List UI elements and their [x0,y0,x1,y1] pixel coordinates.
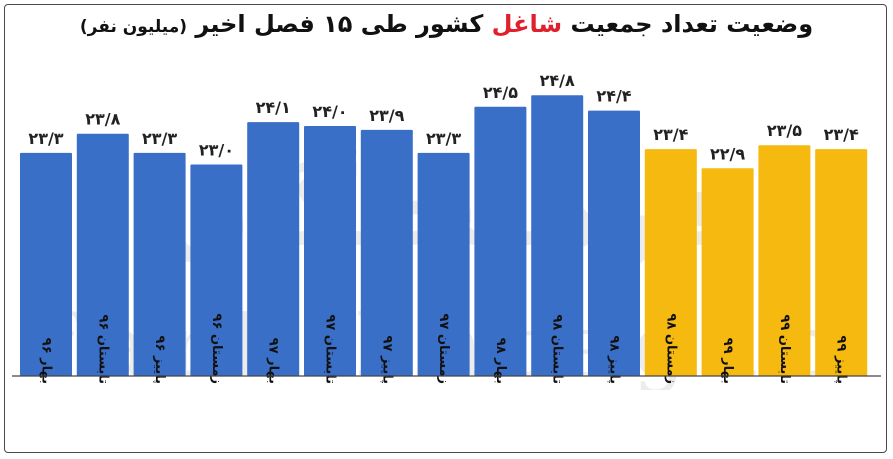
title-unit: (میلیون نفر) [79,17,188,37]
title-part-before: وضعیت تعداد جمعیت [570,10,814,38]
bar-value-label: ۲۴/۰ [312,102,347,121]
title-highlight: شاغل [491,10,563,38]
bar-value-label: ۲۳/۹ [369,106,404,125]
category-label: تابستان ۹۷ [323,314,338,384]
category-label: پاییز ۹۹ [834,336,849,384]
category-label: زمستان ۹۸ [663,314,678,384]
bar-8 [417,152,470,376]
bar-4 [190,164,243,376]
bar-12 [644,149,697,376]
bar-value-label: ۲۲/۹ [710,144,745,163]
bar-value-label: ۲۳/۵ [767,121,802,140]
bar-value-label: ۲۳/۸ [85,110,120,129]
bar-7 [360,129,413,376]
bar-14 [758,145,811,376]
bar-value-label: ۲۴/۸ [540,71,575,90]
category-label: زمستان ۹۶ [209,314,224,384]
bar-2 [76,133,129,376]
category-label: تابستان ۹۹ [777,314,792,384]
category-label: پاییز ۹۸ [607,336,622,384]
category-label: تابستان ۹۸ [550,314,565,384]
category-label: پاییز ۹۷ [379,336,394,384]
bar-value-label: ۲۳/۰ [199,140,234,159]
title-part-after: کشور طی ۱۵ فصل اخیر [195,10,484,38]
category-label: زمستان ۹۷ [436,314,451,384]
bar-value-label: ۲۳/۳ [426,129,461,148]
bar-value-label: ۲۴/۴ [596,87,631,106]
category-label: بهار ۹۷ [266,338,281,384]
category-label: بهار ۹۶ [39,338,54,384]
chart-title: وضعیت تعداد جمعیت شاغل کشور طی ۱۵ فصل اخ… [0,10,893,38]
bar-10 [531,95,584,376]
bar-value-label: ۲۳/۴ [653,125,688,144]
chart-frame [4,4,887,453]
bar-3 [133,152,186,376]
bar-6 [304,126,356,376]
bar-value-label: ۲۳/۴ [824,125,859,144]
category-label: بهار ۹۸ [493,338,508,384]
bar-15 [815,149,868,376]
bar-value-label: ۲۳/۳ [28,129,63,148]
bar-value-label: ۲۴/۱ [256,98,291,117]
bar-13 [701,168,754,376]
category-label: بهار ۹۹ [720,338,735,384]
bar-9 [474,106,527,377]
bar-5 [247,122,300,377]
category-label: تابستان ۹۶ [95,314,110,384]
bar-value-label: ۲۴/۵ [483,83,518,102]
bar-11 [588,110,640,376]
category-label: پاییز ۹۶ [152,336,167,384]
bar-1 [20,152,72,376]
bar-value-label: ۲۳/۳ [142,129,177,148]
